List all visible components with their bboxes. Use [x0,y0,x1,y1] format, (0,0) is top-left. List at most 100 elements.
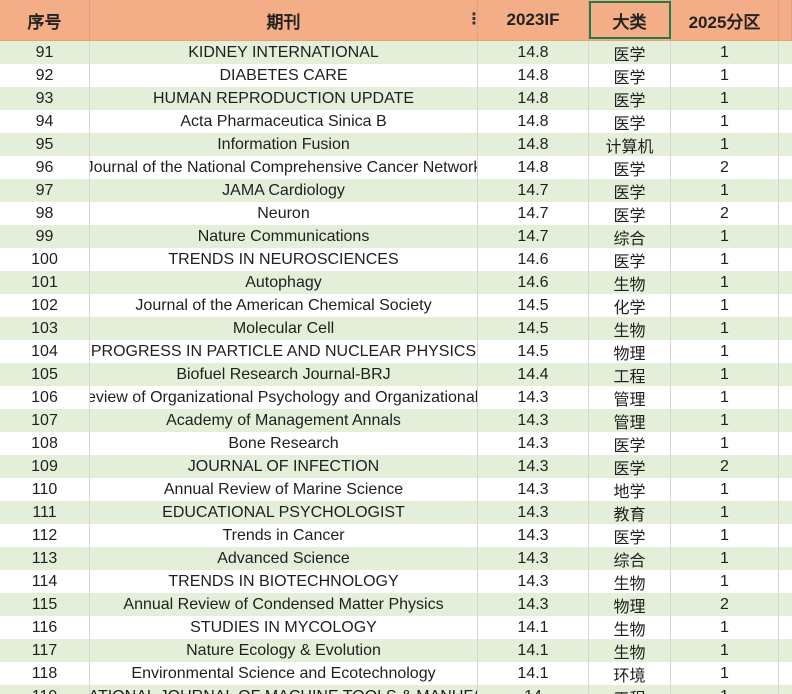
cell-extra[interactable] [779,41,792,64]
cell-if[interactable]: 14.3 [478,501,589,524]
cell-index[interactable]: 94 [0,110,90,133]
cell-zone[interactable]: 1 [671,409,779,432]
cell-extra[interactable] [779,202,792,225]
vertical-ellipsis-icon[interactable]: ⋮ [466,11,482,28]
cell-category[interactable]: 工程 [589,685,671,694]
cell-extra[interactable] [779,225,792,248]
cell-if[interactable]: 14.3 [478,478,589,501]
cell-zone[interactable]: 1 [671,340,779,363]
cell-extra[interactable] [779,501,792,524]
cell-index[interactable]: 106 [0,386,90,409]
cell-category[interactable]: 医学 [589,156,671,179]
cell-journal[interactable]: Molecular Cell [90,317,478,340]
cell-index[interactable]: 95 [0,133,90,156]
cell-category[interactable]: 医学 [589,87,671,110]
cell-index[interactable]: 114 [0,570,90,593]
cell-extra[interactable] [779,685,792,694]
cell-category[interactable]: 生物 [589,570,671,593]
cell-index[interactable]: 117 [0,639,90,662]
cell-journal[interactable]: HUMAN REPRODUCTION UPDATE [90,87,478,110]
cell-index[interactable]: 116 [0,616,90,639]
cell-journal[interactable]: INTERNATIONAL JOURNAL OF MACHINE TOOLS &… [90,685,478,694]
cell-if[interactable]: 14.3 [478,570,589,593]
cell-extra[interactable] [779,133,792,156]
cell-category[interactable]: 综合 [589,225,671,248]
cell-zone[interactable]: 2 [671,156,779,179]
cell-index[interactable]: 107 [0,409,90,432]
cell-journal[interactable]: EDUCATIONAL PSYCHOLOGIST [90,501,478,524]
cell-zone[interactable]: 1 [671,547,779,570]
cell-if[interactable]: 14.5 [478,294,589,317]
cell-index[interactable]: 118 [0,662,90,685]
cell-zone[interactable]: 1 [671,524,779,547]
cell-category[interactable]: 医学 [589,432,671,455]
cell-if[interactable]: 14.8 [478,87,589,110]
cell-if[interactable]: 14.5 [478,340,589,363]
cell-extra[interactable] [779,294,792,317]
cell-extra[interactable] [779,639,792,662]
cell-zone[interactable]: 2 [671,593,779,616]
cell-category[interactable]: 医学 [589,248,671,271]
cell-extra[interactable] [779,478,792,501]
cell-journal[interactable]: JOURNAL OF INFECTION [90,455,478,478]
cell-extra[interactable] [779,156,792,179]
cell-if[interactable]: 14.1 [478,639,589,662]
cell-index[interactable]: 97 [0,179,90,202]
cell-zone[interactable]: 1 [671,110,779,133]
cell-journal[interactable]: Journal of the National Comprehensive Ca… [90,156,478,179]
cell-extra[interactable] [779,662,792,685]
cell-extra[interactable] [779,340,792,363]
cell-if[interactable]: 14 [478,685,589,694]
cell-category[interactable]: 环境 [589,662,671,685]
cell-extra[interactable] [779,616,792,639]
cell-index[interactable]: 93 [0,87,90,110]
cell-journal[interactable]: STUDIES IN MYCOLOGY [90,616,478,639]
cell-if[interactable]: 14.4 [478,363,589,386]
cell-journal[interactable]: Information Fusion [90,133,478,156]
cell-extra[interactable] [779,317,792,340]
cell-if[interactable]: 14.3 [478,409,589,432]
cell-zone[interactable]: 1 [671,133,779,156]
cell-extra[interactable] [779,547,792,570]
cell-if[interactable]: 14.1 [478,616,589,639]
cell-zone[interactable]: 1 [671,294,779,317]
cell-extra[interactable] [779,87,792,110]
cell-if[interactable]: 14.5 [478,317,589,340]
cell-journal[interactable]: DIABETES CARE [90,64,478,87]
header-journal[interactable]: 期刊 [90,0,478,40]
cell-journal[interactable]: Nature Ecology & Evolution [90,639,478,662]
header-zone[interactable]: 2025分区 [671,0,779,40]
cell-zone[interactable]: 1 [671,570,779,593]
header-extra[interactable] [779,0,792,40]
cell-journal[interactable]: Biofuel Research Journal-BRJ [90,363,478,386]
cell-index[interactable]: 98 [0,202,90,225]
cell-index[interactable]: 91 [0,41,90,64]
cell-index[interactable]: 110 [0,478,90,501]
cell-category[interactable]: 医学 [589,202,671,225]
cell-zone[interactable]: 2 [671,455,779,478]
cell-category[interactable]: 生物 [589,639,671,662]
cell-category[interactable]: 物理 [589,593,671,616]
cell-index[interactable]: 113 [0,547,90,570]
cell-extra[interactable] [779,524,792,547]
cell-if[interactable]: 14.3 [478,547,589,570]
cell-index[interactable]: 102 [0,294,90,317]
cell-journal[interactable]: Academy of Management Annals [90,409,478,432]
cell-index[interactable]: 108 [0,432,90,455]
cell-if[interactable]: 14.1 [478,662,589,685]
cell-index[interactable]: 115 [0,593,90,616]
cell-zone[interactable]: 1 [671,248,779,271]
cell-category[interactable]: 综合 [589,547,671,570]
cell-journal[interactable]: Nature Communications [90,225,478,248]
cell-index[interactable]: 112 [0,524,90,547]
cell-index[interactable]: 105 [0,363,90,386]
cell-if[interactable]: 14.7 [478,202,589,225]
cell-if[interactable]: 14.7 [478,179,589,202]
cell-category[interactable]: 化学 [589,294,671,317]
cell-journal[interactable]: Annual Review of Condensed Matter Physic… [90,593,478,616]
cell-journal[interactable]: Annual Review of Marine Science [90,478,478,501]
cell-journal[interactable]: Advanced Science [90,547,478,570]
cell-zone[interactable]: 1 [671,87,779,110]
cell-category[interactable]: 医学 [589,455,671,478]
cell-zone[interactable]: 1 [671,386,779,409]
